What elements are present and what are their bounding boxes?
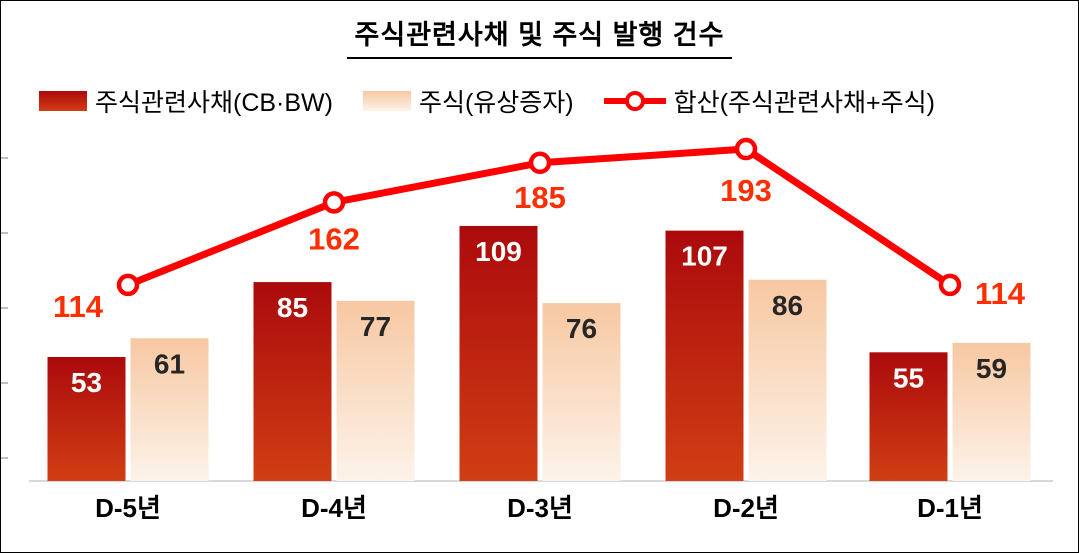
legend-label-cb-bw: 주식관련사채(CB·BW): [95, 89, 333, 117]
legend-item-stock: 주식(유상증자): [362, 83, 574, 119]
chart-title: 주식관련사채 및 주식 발행 건수: [346, 13, 733, 59]
svg-text:107: 107: [681, 241, 728, 272]
svg-text:109: 109: [475, 236, 522, 267]
svg-text:D-5년: D-5년: [95, 493, 161, 523]
svg-text:D-3년: D-3년: [507, 493, 573, 523]
legend-label-total: 합산(주식관련사채+주식): [673, 89, 935, 117]
svg-text:114: 114: [53, 289, 104, 324]
svg-text:D-2년: D-2년: [713, 493, 779, 523]
svg-text:61: 61: [154, 348, 185, 379]
legend-line-marker-icon: [603, 90, 666, 112]
legend-line-dot: [624, 91, 645, 111]
svg-text:185: 185: [514, 180, 566, 215]
legend-swatch-bar-light-icon: [362, 91, 411, 111]
legend-item-cb-bw: 주식관련사채(CB·BW): [39, 83, 333, 119]
svg-text:55: 55: [893, 362, 924, 393]
svg-text:77: 77: [360, 311, 391, 342]
chart-title-row: 주식관련사채 및 주식 발행 건수: [1, 13, 1078, 59]
legend-item-total: 합산(주식관련사채+주식): [603, 83, 935, 119]
chart-legend: 주식관련사채(CB·BW) 주식(유상증자) 합산(주식관련사채+주식): [39, 83, 1058, 119]
svg-text:85: 85: [277, 292, 308, 323]
svg-text:53: 53: [71, 367, 102, 398]
svg-text:86: 86: [772, 290, 803, 321]
svg-text:114: 114: [975, 276, 1026, 311]
legend-swatch-bar-dark-icon: [39, 91, 87, 111]
svg-text:D-1년: D-1년: [917, 493, 983, 523]
svg-text:D-4년: D-4년: [301, 493, 367, 523]
svg-text:193: 193: [720, 173, 772, 208]
svg-text:76: 76: [566, 313, 597, 344]
legend-label-stock: 주식(유상증자): [418, 89, 574, 117]
svg-text:59: 59: [976, 353, 1007, 384]
svg-text:162: 162: [308, 221, 360, 256]
